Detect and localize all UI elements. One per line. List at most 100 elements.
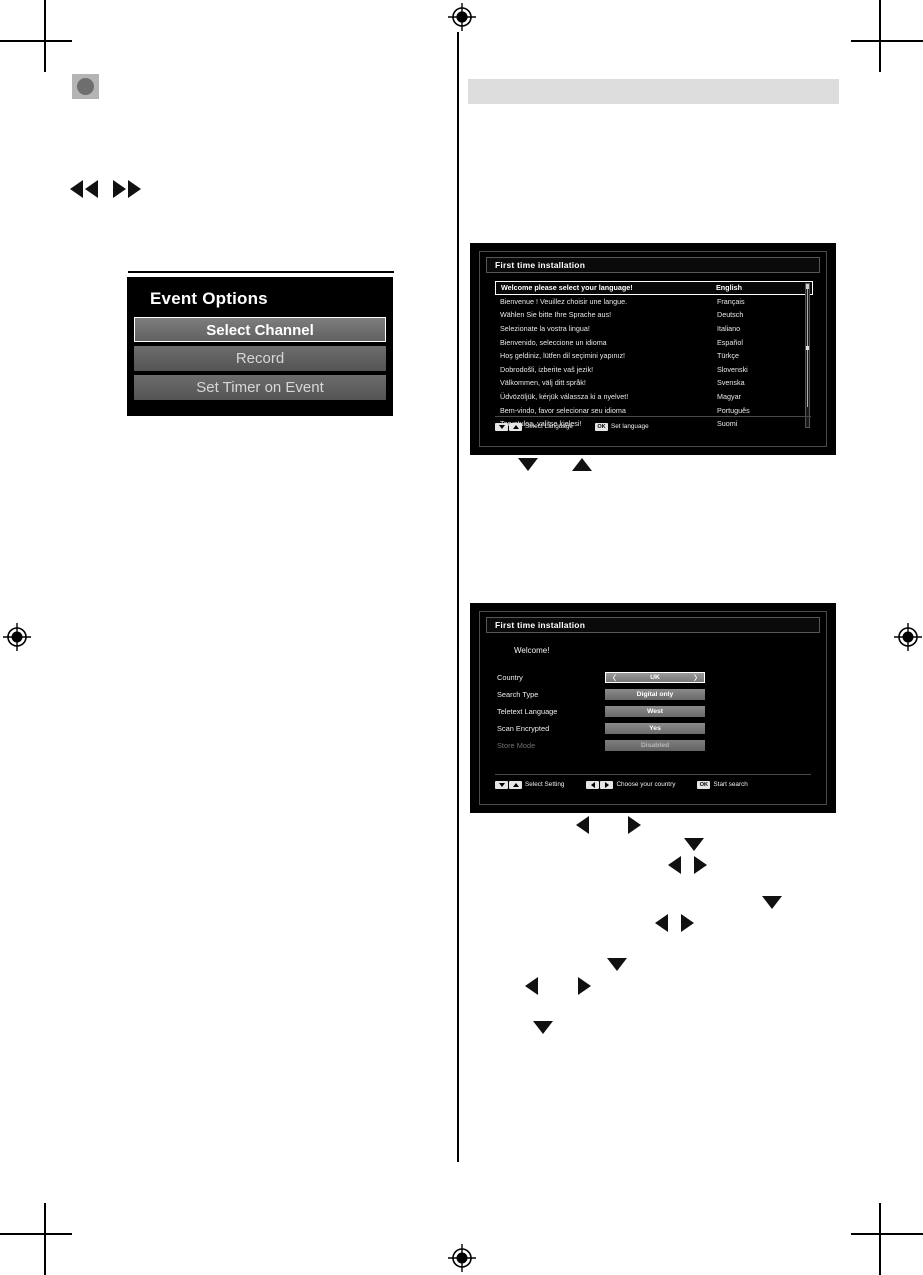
arrow-key-group	[586, 780, 614, 789]
language-row[interactable]: Welcome please select your language! Eng…	[495, 281, 813, 295]
language-prompt: Bienvenido, seleccione un idioma	[500, 337, 607, 347]
language-row[interactable]: Dobrodošli, izberite vaš jezik! Slovensk…	[495, 363, 813, 377]
arrow-down-icon	[495, 780, 508, 789]
arrow-down-icon	[518, 458, 538, 471]
hint-text: Choose your country	[616, 781, 676, 788]
setting-row-search-type[interactable]: Search Type Digital only	[497, 687, 827, 702]
arrow-right-icon	[681, 914, 694, 932]
arrow-left-icon	[668, 856, 681, 874]
arrow-left-icon	[655, 914, 668, 932]
record-dot	[77, 78, 94, 95]
setting-row-scan-encrypted[interactable]: Scan Encrypted Yes	[497, 721, 827, 736]
arrow-down-icon	[495, 422, 508, 431]
arrow-down-icon	[684, 838, 704, 851]
hint-text: Select Language	[525, 423, 573, 430]
language-row[interactable]: Bienvenue ! Veuillez choisir une langue.…	[495, 295, 813, 309]
arrow-right-icon	[628, 816, 641, 834]
crop-mark-top-right-vertical	[879, 0, 881, 72]
hint-text: Select Setting	[525, 781, 565, 788]
section-header-band	[468, 79, 839, 104]
language-prompt: Dobrodošli, izberite vaš jezik!	[500, 364, 594, 374]
language-name: Italiano	[717, 324, 741, 334]
setting-label: Scan Encrypted	[497, 724, 550, 733]
language-row[interactable]: Üdvözöljük, kérjük válassza ki a nyelvet…	[495, 390, 813, 404]
setting-label: Teletext Language	[497, 707, 558, 716]
setting-row-country[interactable]: Country 〈 UK 〉	[497, 670, 827, 685]
hint-start-search: OK Start search	[697, 780, 748, 789]
language-screen-titlebar: First time installation	[486, 257, 820, 273]
crop-mark-top-left-horizontal	[0, 40, 72, 42]
language-name: Español	[717, 337, 743, 347]
arrow-up-icon	[509, 780, 522, 789]
setting-row-store-mode[interactable]: Store Mode Disabled	[497, 738, 827, 753]
crop-mark-bottom-right-horizontal	[851, 1233, 923, 1235]
arrow-right-icon	[694, 856, 707, 874]
event-options-item-record[interactable]: Record	[134, 346, 386, 371]
language-prompt: Hoş geldiniz, lütfen dil seçimini yapını…	[500, 351, 626, 361]
chevron-right-icon[interactable]: 〉	[694, 674, 701, 682]
setting-label: Store Mode	[497, 741, 536, 750]
setting-value[interactable]: Disabled	[605, 740, 705, 751]
setting-label: Search Type	[497, 690, 539, 699]
language-row[interactable]: Tervetuloa, valitse kielesi! Suomi	[495, 417, 813, 431]
arrow-right-icon	[578, 977, 591, 995]
language-prompt: Üdvözöljük, kérjük válassza ki a nyelvet…	[500, 392, 629, 402]
tv-screen-body: First time installation Welcome! Country…	[479, 611, 827, 805]
install-welcome-text: Welcome!	[514, 646, 550, 655]
arrow-right-icon	[600, 780, 614, 789]
setting-value[interactable]: Yes	[605, 723, 705, 734]
fast-forward-icon	[113, 180, 141, 198]
hint-set-language: OK Set language	[594, 422, 649, 431]
arrow-up-icon	[509, 422, 522, 431]
event-options-item-select-channel[interactable]: Select Channel	[134, 317, 386, 342]
language-row[interactable]: Wählen Sie bitte Ihre Sprache aus! Deuts…	[495, 308, 813, 322]
chevron-left-icon[interactable]: 〈	[609, 674, 616, 682]
crop-mark-bottom-left-horizontal	[0, 1233, 72, 1235]
hint-choose-country: Choose your country	[586, 780, 676, 789]
language-prompt: Bienvenue ! Veuillez choisir une langue.	[500, 296, 628, 306]
language-name: English	[716, 283, 742, 293]
arrow-key-group	[495, 422, 522, 431]
language-row[interactable]: Bienvenido, seleccione un idioma Español	[495, 335, 813, 349]
setting-value-text: UK	[650, 674, 660, 681]
language-list-scrollbar[interactable]	[805, 283, 810, 428]
record-button-icon	[72, 74, 99, 99]
language-name: Slovenski	[717, 364, 748, 374]
crop-mark-bottom-right-vertical	[879, 1203, 881, 1275]
setting-value[interactable]: West	[605, 706, 705, 717]
tv-screenshot-first-time-installation: First time installation Welcome! Country…	[470, 603, 836, 813]
language-row[interactable]: Hoş geldiniz, lütfen dil seçimini yapını…	[495, 349, 813, 363]
setting-value[interactable]: 〈 UK 〉	[605, 672, 705, 683]
install-screen-title: First time installation	[495, 620, 586, 630]
language-screen-footer: Select Language OK Set language	[495, 416, 811, 433]
language-name: Svenska	[717, 378, 745, 388]
language-row[interactable]: Selezionate la vostra lingua! Italiano	[495, 322, 813, 336]
install-screen-titlebar: First time installation	[486, 617, 820, 633]
arrow-down-icon	[533, 1021, 553, 1034]
rewind-icon	[70, 180, 98, 198]
language-list[interactable]: Welcome please select your language! Eng…	[495, 281, 813, 431]
language-prompt: Tervetuloa, valitse kielesi!	[500, 419, 582, 429]
arrow-left-icon	[576, 816, 589, 834]
ok-key-icon: OK	[594, 422, 608, 431]
event-options-dialog: Event Options Select Channel Record Set …	[127, 271, 394, 416]
language-row[interactable]: Välkommen, välj ditt språk! Svenska	[495, 376, 813, 390]
language-name: Português	[717, 405, 750, 415]
crop-mark-top-left-vertical	[44, 0, 46, 72]
arrow-left-icon	[525, 977, 538, 995]
registration-mark-left	[2, 622, 32, 652]
setting-row-teletext-language[interactable]: Teletext Language West	[497, 704, 827, 719]
registration-mark-top	[447, 2, 477, 32]
scrollbar-thumb[interactable]	[806, 284, 809, 289]
language-name: Français	[717, 296, 745, 306]
event-options-item-set-timer[interactable]: Set Timer on Event	[134, 375, 386, 400]
language-screen-title: First time installation	[495, 260, 586, 270]
arrow-up-icon	[572, 458, 592, 471]
event-options-title: Event Options	[150, 289, 268, 308]
language-prompt: Selezionate la vostra lingua!	[500, 324, 590, 334]
language-row[interactable]: Bem-vindo, favor selecionar seu idioma P…	[495, 403, 813, 417]
arrow-down-icon	[607, 958, 627, 971]
language-prompt: Välkommen, välj ditt språk!	[500, 378, 586, 388]
crop-mark-bottom-left-vertical	[44, 1203, 46, 1275]
setting-value[interactable]: Digital only	[605, 689, 705, 700]
